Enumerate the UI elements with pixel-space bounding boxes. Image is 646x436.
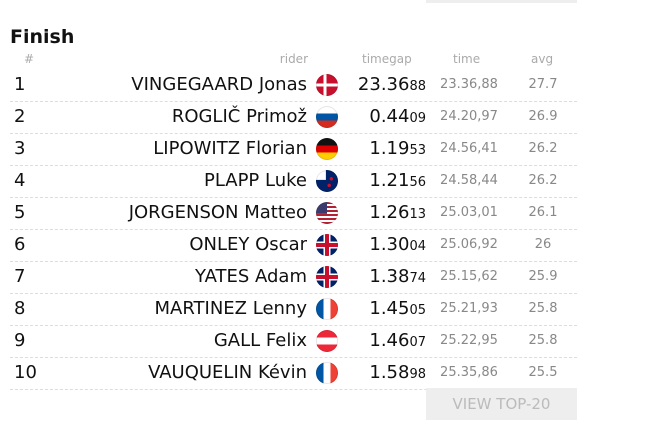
timegap-fraction: 88 xyxy=(409,79,426,94)
flag-icon xyxy=(316,330,338,352)
rider-name: VINGEGAARD Jonas xyxy=(131,74,307,95)
view-top-20-button[interactable]: VIEW TOP-20 xyxy=(426,388,577,420)
flag-icon xyxy=(316,298,338,320)
result-row: 4 PLAPP Luke 1.2156 24.58,44 26.2 xyxy=(10,165,577,198)
timegap: 1.2613 xyxy=(369,197,426,229)
timegap-main: 1.19 xyxy=(369,138,410,159)
result-row: 7 YATES Adam 1.3874 25.15,62 25.9 xyxy=(10,261,577,294)
rank: 4 xyxy=(14,170,26,191)
time: 25.15,62 xyxy=(440,269,498,284)
timegap: 1.4505 xyxy=(369,293,426,325)
rider-name: JORGENSON Matteo xyxy=(128,202,307,223)
time: 25.21,93 xyxy=(440,301,498,316)
result-row: 9 GALL Felix 1.4607 25.22,95 25.8 xyxy=(10,325,577,358)
avg-speed: 27.7 xyxy=(528,77,558,92)
timegap-fraction: 74 xyxy=(409,271,426,286)
rider-name: VAUQUELIN Kévin xyxy=(148,362,307,383)
flag-icon xyxy=(316,170,338,192)
timegap-fraction: 98 xyxy=(409,367,426,382)
rider-name: YATES Adam xyxy=(194,266,307,287)
result-row: 1 VINGEGAARD Jonas 23.3688 23.36,88 27.7 xyxy=(10,69,577,102)
flag-icon xyxy=(316,266,338,288)
avg-speed: 26.1 xyxy=(528,205,558,220)
rider-name: GALL Felix xyxy=(213,330,307,351)
timegap: 23.3688 xyxy=(358,69,426,101)
header-time: time xyxy=(453,52,481,66)
result-row: 2 ROGLIČ Primož 0.4409 24.20,97 26.9 xyxy=(10,101,577,134)
flag-icon xyxy=(316,106,338,128)
result-row: 5 JORGENSON Matteo 1.2613 25.03,01 26.1 xyxy=(10,197,577,230)
header-timegap: timegap xyxy=(362,52,412,66)
avg-speed: 26.2 xyxy=(528,173,558,188)
timegap-main: 1.21 xyxy=(369,170,410,191)
time: 25.35,86 xyxy=(440,365,498,380)
rider-name: PLAPP Luke xyxy=(203,170,307,191)
timegap-main: 1.30 xyxy=(369,234,410,255)
rank: 3 xyxy=(14,138,26,159)
timegap: 0.4409 xyxy=(369,101,426,133)
rank: 8 xyxy=(14,298,26,319)
timegap-main: 1.58 xyxy=(369,362,410,383)
flag-icon xyxy=(316,74,338,96)
avg-speed: 25.8 xyxy=(528,333,558,348)
timegap-fraction: 04 xyxy=(409,239,426,254)
timegap: 1.5898 xyxy=(369,357,426,389)
avg-speed: 25.5 xyxy=(528,365,558,380)
result-row: 10 VAUQUELIN Kévin 1.5898 25.35,86 25.5 xyxy=(10,357,577,390)
time: 25.06,92 xyxy=(440,237,498,252)
timegap-main: 1.38 xyxy=(369,266,410,287)
timegap-fraction: 07 xyxy=(409,335,426,350)
flag-icon xyxy=(316,138,338,160)
avg-speed: 26.9 xyxy=(528,109,558,124)
timegap-fraction: 05 xyxy=(409,303,426,318)
flag-icon xyxy=(316,202,338,224)
time: 23.36,88 xyxy=(440,77,498,92)
time: 25.03,01 xyxy=(440,205,498,220)
timegap-main: 1.45 xyxy=(369,298,410,319)
rider-name: ROGLIČ Primož xyxy=(171,106,307,127)
avg-speed: 26.2 xyxy=(528,141,558,156)
avg-speed: 25.8 xyxy=(528,301,558,316)
timegap: 1.2156 xyxy=(369,165,426,197)
timegap-main: 1.46 xyxy=(369,330,410,351)
avg-speed: 25.9 xyxy=(528,269,558,284)
timegap-fraction: 09 xyxy=(409,111,426,126)
timegap: 1.1953 xyxy=(369,133,426,165)
title: Finish xyxy=(10,26,75,48)
rank: 10 xyxy=(14,362,37,383)
rank: 7 xyxy=(14,266,26,287)
time: 24.56,41 xyxy=(440,141,498,156)
timegap-fraction: 53 xyxy=(409,143,426,158)
result-row: 3 LIPOWITZ Florian 1.1953 24.56,41 26.2 xyxy=(10,133,577,166)
rank: 2 xyxy=(14,106,26,127)
rank: 6 xyxy=(14,234,26,255)
rank: 9 xyxy=(14,330,26,351)
top-button-edge xyxy=(426,0,577,3)
timegap-main: 0.44 xyxy=(369,106,410,127)
time: 25.22,95 xyxy=(440,333,498,348)
header-rider: rider xyxy=(279,52,308,66)
flag-icon xyxy=(316,234,338,256)
time: 24.58,44 xyxy=(440,173,498,188)
timegap-fraction: 13 xyxy=(409,207,426,222)
rider-name: ONLEY Oscar xyxy=(189,234,307,255)
avg-speed: 26 xyxy=(534,237,552,252)
rider-name: LIPOWITZ Florian xyxy=(153,138,307,159)
rider-name: MARTINEZ Lenny xyxy=(154,298,308,319)
rank: 1 xyxy=(14,74,26,95)
flag-icon xyxy=(316,362,338,384)
timegap: 1.3874 xyxy=(369,261,426,293)
result-row: 6 ONLEY Oscar 1.3004 25.06,92 26 xyxy=(10,229,577,262)
header-rank: # xyxy=(24,52,35,66)
timegap-fraction: 56 xyxy=(409,175,426,190)
timegap: 1.4607 xyxy=(369,325,426,357)
timegap: 1.3004 xyxy=(369,229,426,261)
timegap-main: 23.36 xyxy=(357,74,410,95)
time: 24.20,97 xyxy=(440,109,498,124)
timegap-main: 1.26 xyxy=(369,202,410,223)
header-avg: avg xyxy=(531,52,554,66)
rank: 5 xyxy=(14,202,26,223)
result-row: 8 MARTINEZ Lenny 1.4505 25.21,93 25.8 xyxy=(10,293,577,326)
